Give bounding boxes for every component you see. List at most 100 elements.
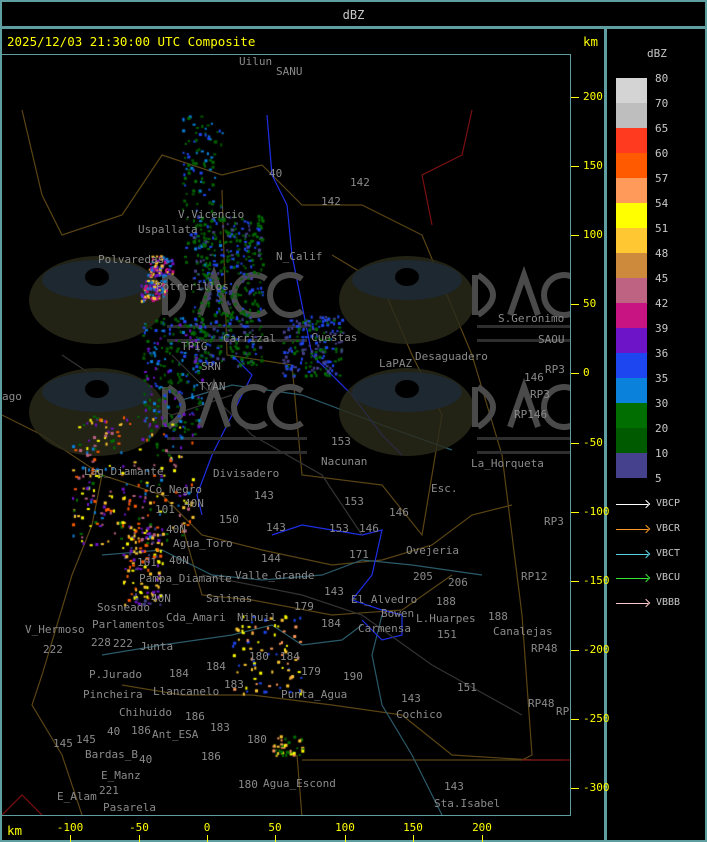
place-label: Desaguadero xyxy=(415,350,488,363)
place-label: 143 xyxy=(266,521,286,534)
place-label: L.Huarpes xyxy=(416,612,476,625)
place-label: 222 xyxy=(113,637,133,650)
legend-level-label: 42 xyxy=(655,297,669,310)
y-tick xyxy=(571,718,579,720)
place-label: E_Manz xyxy=(101,769,141,782)
y-tick xyxy=(571,304,579,306)
place-label: Bowen xyxy=(381,607,415,620)
place-label: 190 xyxy=(343,670,363,683)
x-tick-label: 0 xyxy=(203,821,211,834)
legend-swatch xyxy=(616,178,647,203)
place-label: RP12 xyxy=(521,570,548,583)
legend-swatch xyxy=(616,428,647,453)
x-tick xyxy=(413,835,414,842)
place-label: 171 xyxy=(349,548,369,561)
place-label: V.Vicencio xyxy=(178,208,245,221)
place-label: Nihuil xyxy=(237,611,277,624)
place-label: P.Jurado xyxy=(89,668,142,681)
place-label: 40N xyxy=(166,523,186,536)
place-label: 40 xyxy=(139,753,153,766)
x-tick-label: -100 xyxy=(56,821,84,834)
place-label: V_Hermoso xyxy=(25,623,85,636)
y-tick xyxy=(571,511,579,513)
radar-label[interactable]: VBBB xyxy=(656,597,681,609)
place-label: Carrizal xyxy=(223,332,276,345)
place-label: Cuestas xyxy=(311,331,358,344)
y-tick-label: 0 xyxy=(583,366,590,380)
place-label: Divisadero xyxy=(213,467,280,480)
place-label: 142 xyxy=(321,195,341,208)
place-label: 186 xyxy=(131,724,151,737)
place-label: 101 xyxy=(137,556,157,569)
place-label: 205 xyxy=(413,570,433,583)
x-tick xyxy=(70,835,71,842)
x-tick-label: 150 xyxy=(403,821,423,834)
y-tick-label: 150 xyxy=(583,159,603,173)
place-label: 153 xyxy=(331,435,351,448)
place-label: SANU xyxy=(276,65,303,78)
place-label: RP3 xyxy=(530,388,550,401)
y-tick-label: -300 xyxy=(583,781,610,794)
legend-level-label: 57 xyxy=(655,172,669,185)
place-label: Sta.Isabel xyxy=(434,797,501,810)
place-label: Parlamentos xyxy=(92,618,165,631)
place-label: 40 xyxy=(107,725,121,738)
place-label: Agua_Toro xyxy=(173,537,233,550)
radar-line-swatch xyxy=(616,598,651,608)
place-label: Punta_Agua xyxy=(281,688,348,701)
place-label: 180 xyxy=(247,733,267,746)
legend-swatch xyxy=(616,228,647,253)
legend-swatch xyxy=(616,378,647,403)
y-tick xyxy=(571,235,579,237)
place-label: Salinas xyxy=(206,592,253,605)
place-label: Esc. xyxy=(431,482,458,495)
legend-swatch xyxy=(616,203,647,228)
radar-map[interactable]: Uilun SANU 142 142 40 Polvaredas N_Calif Uspall… xyxy=(1,54,571,816)
y-tick xyxy=(571,442,579,444)
radar-line-swatch xyxy=(616,524,651,534)
x-tick xyxy=(207,835,208,842)
place-label: 146 xyxy=(359,522,379,535)
legend-level-label: 51 xyxy=(655,222,669,235)
place-label: Agua_Escond xyxy=(263,777,336,790)
place-label: 186 xyxy=(201,750,221,763)
header-title: dBZ xyxy=(342,8,365,22)
y-tick-label: 200 xyxy=(583,90,603,103)
place-label: 146 xyxy=(389,506,409,519)
place-label: SRN xyxy=(201,360,221,373)
radar-line-swatch xyxy=(616,574,651,583)
place-label: 184 xyxy=(321,617,341,630)
x-tick xyxy=(139,835,140,842)
place-label: 40 xyxy=(269,167,283,180)
place-label: E_Alam xyxy=(57,790,97,803)
y-tick xyxy=(571,649,579,651)
place-label: Uspallata xyxy=(138,223,198,236)
legend-swatch xyxy=(616,128,647,153)
place-label: 142 xyxy=(350,176,370,189)
place-label: 222 xyxy=(43,643,63,656)
legend-level-label: 80 xyxy=(655,72,669,85)
radar-label[interactable]: VBCR xyxy=(656,522,681,534)
legend-panel xyxy=(605,27,707,842)
y-tick-label: 50 xyxy=(583,297,597,311)
place-label: 188 xyxy=(488,610,508,623)
radar-line-swatch xyxy=(616,499,651,509)
place-label: Uilun xyxy=(239,55,273,68)
radar-label[interactable]: VBCT xyxy=(656,547,681,559)
radar-label[interactable]: VBCP xyxy=(656,498,681,509)
place-label: 143 xyxy=(444,780,464,793)
place-label: 184 xyxy=(169,667,189,680)
legend-level-label: 70 xyxy=(655,97,669,110)
y-tick-label: -100 xyxy=(583,504,610,518)
radar-label[interactable]: VBCU xyxy=(656,572,681,584)
place-label: 150 xyxy=(219,513,239,526)
place-label: Potrerillos xyxy=(156,280,229,293)
place-label: 145 xyxy=(76,733,96,746)
legend-swatch xyxy=(616,453,647,478)
place-label: RP48 xyxy=(528,697,555,710)
place-label: LaPAZ xyxy=(379,357,413,370)
x-tick-label: -50 xyxy=(129,821,149,834)
place-label: Carmensa xyxy=(358,622,411,635)
y-tick-label: 100 xyxy=(583,228,603,242)
place-label: Llancanelo xyxy=(153,685,220,698)
